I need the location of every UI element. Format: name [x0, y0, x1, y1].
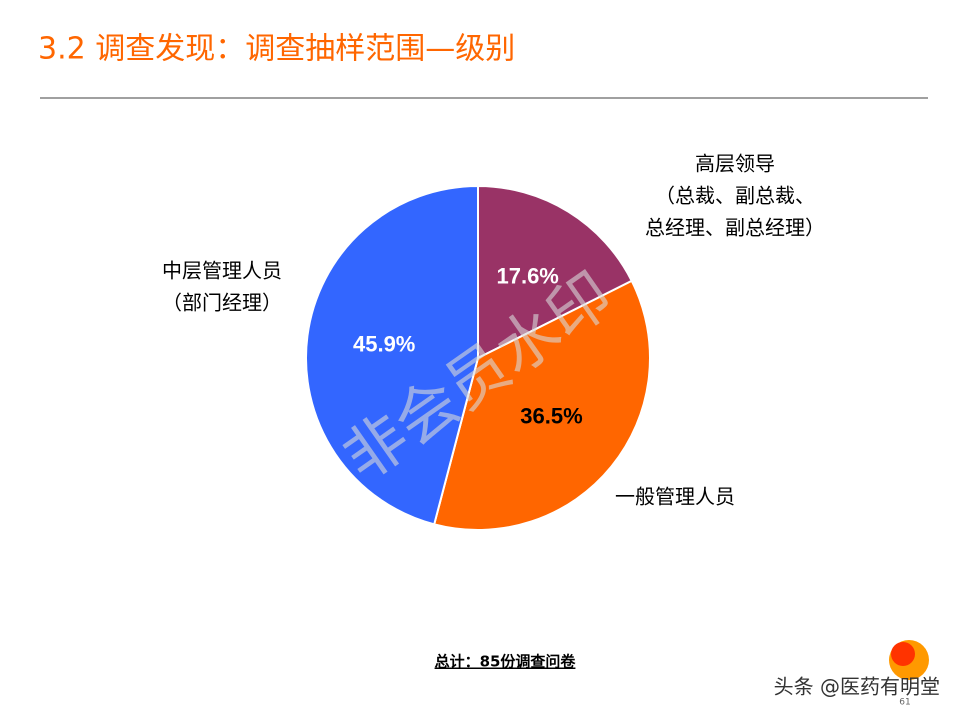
category-label: 中层管理人员: [162, 259, 282, 283]
category-label: （部门经理）: [162, 291, 282, 315]
pie-slice: [432, 279, 651, 531]
category-label: 一般管理人员: [615, 485, 735, 509]
value-label: 17.6%: [496, 263, 558, 288]
pie-chart: 17.6% 高层领导 （总裁、副总裁、总经理、副总经理） 36.5% 一般管理人员 45.…: [162, 152, 825, 531]
category-label: 总经理、副总经理）: [645, 216, 825, 240]
value-label: 45.9%: [353, 332, 415, 357]
category-label: （总裁、副总裁、: [655, 184, 815, 208]
value-label: 36.5%: [520, 403, 582, 428]
credit-watermark: 头条 @医药有明堂: [774, 675, 940, 699]
total-note: 总计：85份调查问卷: [435, 653, 577, 671]
page-number: 61: [899, 698, 910, 708]
logo-inner: [891, 642, 915, 666]
category-label: 高层领导: [695, 152, 775, 176]
slide-title: 3.2 调查发现：调查抽样范围—级别: [38, 32, 515, 67]
pie-slice: [477, 184, 634, 360]
pie-slice: [305, 184, 479, 526]
